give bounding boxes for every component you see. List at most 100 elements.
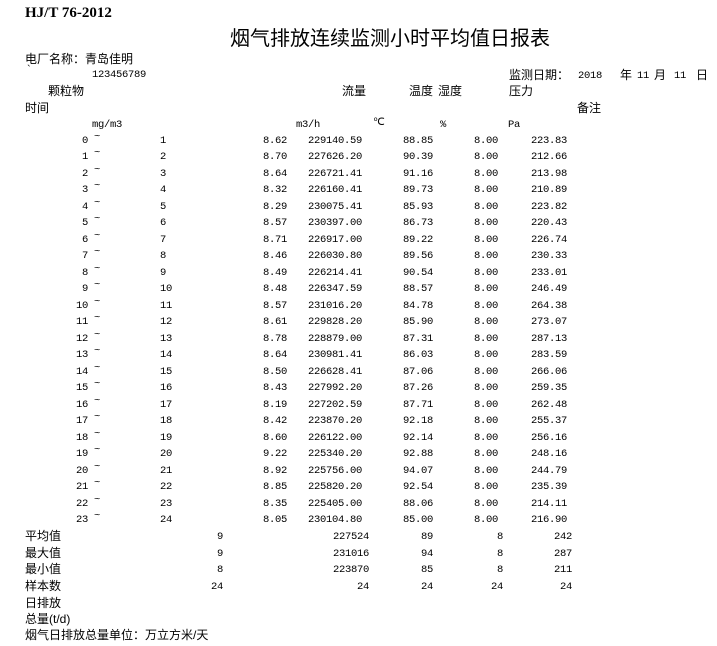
- tilde-separator: ~: [94, 427, 101, 440]
- pressure-value: 210.89: [530, 184, 567, 197]
- pressure-value: 264.38: [530, 299, 567, 312]
- tilde-separator: ~: [94, 180, 101, 193]
- start-hour: 19: [75, 448, 88, 461]
- humidity-value: 8.00: [473, 233, 498, 246]
- particulate-value: 8.62: [262, 135, 287, 147]
- start-hour: 8: [81, 266, 88, 279]
- end-hour: 23: [160, 497, 173, 510]
- particulate-value: 8.85: [262, 481, 287, 494]
- humidity-value: 8.00: [473, 448, 498, 461]
- end-hour: 3: [160, 167, 167, 180]
- pressure-value: 212.66: [530, 151, 567, 164]
- particulate-value: 8.19: [262, 398, 287, 411]
- date-label: 监测日期：: [509, 68, 570, 82]
- pressure-value: 235.39: [530, 481, 567, 494]
- humidity-value: 8.00: [473, 316, 498, 329]
- temp-summary: 24: [420, 580, 433, 593]
- pressure-value: 226.74: [530, 233, 567, 246]
- col-remark: 备注: [577, 101, 602, 115]
- flow-summary: 231016: [332, 547, 369, 560]
- plant-code: 123456789: [92, 69, 147, 81]
- end-hour: 4: [160, 184, 167, 197]
- col-particulate: 颗粒物: [48, 84, 85, 98]
- start-hour: 12: [75, 332, 88, 345]
- tilde-separator: ~: [94, 328, 101, 341]
- temp-value: 87.06: [402, 365, 433, 378]
- particulate-value: 8.57: [262, 217, 287, 230]
- flow-value: 227626.20: [307, 151, 362, 164]
- summary-label: 最大值: [25, 545, 62, 560]
- flow-value: 226214.41: [307, 266, 362, 279]
- end-hour: 13: [160, 332, 173, 345]
- flow-value: 227992.20: [307, 382, 362, 395]
- particulate-value: 8.32: [262, 184, 287, 197]
- flow-summary: 223870: [332, 564, 369, 576]
- flow-value: 223870.20: [307, 415, 362, 428]
- flow-value: 229828.20: [307, 316, 362, 329]
- particulate-value: 8.61: [262, 316, 287, 329]
- temp-value: 86.03: [402, 349, 433, 362]
- standard-code: HJ/T 76-2012: [25, 5, 112, 21]
- start-hour: 15: [75, 382, 88, 395]
- end-hour: 5: [160, 200, 167, 213]
- date-day: 11: [674, 70, 687, 82]
- temp-value: 89.56: [402, 250, 433, 263]
- flow-value: 230981.41: [307, 349, 362, 362]
- start-hour: 9: [81, 283, 88, 296]
- flow-value: 230397.00: [307, 217, 362, 230]
- humidity-value: 8.00: [473, 332, 498, 345]
- page-title: 烟气排放连续监测小时平均值日报表: [230, 28, 550, 50]
- start-hour: 7: [81, 250, 88, 263]
- particulate-value: 8.48: [262, 283, 287, 296]
- tilde-separator: ~: [94, 246, 101, 259]
- temp-value: 84.78: [402, 299, 433, 312]
- start-hour: 1: [81, 151, 88, 164]
- temp-value: 92.54: [402, 481, 433, 494]
- humidity-value: 8.00: [473, 299, 498, 312]
- unit-particulate: mg/m3: [92, 119, 123, 131]
- humidity-summary: 8: [496, 564, 503, 576]
- unit-flow: m3/h: [296, 119, 321, 131]
- start-hour: 16: [75, 398, 88, 411]
- total-label: 总量(t/d): [25, 612, 71, 626]
- end-hour: 20: [160, 448, 173, 461]
- start-hour: 13: [75, 349, 88, 362]
- humidity-value: 8.00: [473, 497, 498, 510]
- summary-label: 平均值: [25, 529, 62, 543]
- temp-value: 94.07: [402, 464, 433, 477]
- pressure-value: 246.49: [530, 283, 567, 296]
- particulate-value: 8.71: [262, 233, 287, 246]
- col-flow: 流量: [342, 84, 367, 98]
- tilde-separator: ~: [94, 361, 101, 374]
- humidity-value: 8.00: [473, 250, 498, 263]
- humidity-value: 8.00: [473, 200, 498, 213]
- flow-value: 225340.20: [307, 448, 362, 461]
- particulate-summary: 8: [216, 564, 223, 576]
- start-hour: 0: [81, 135, 88, 147]
- col-temp: 温度: [409, 84, 434, 98]
- summary-label: 最小值: [25, 562, 62, 576]
- humidity-value: 8.00: [473, 514, 498, 527]
- tilde-separator: ~: [94, 477, 101, 490]
- flow-value: 229140.59: [307, 135, 362, 147]
- start-hour: 6: [81, 233, 88, 246]
- tilde-separator: ~: [94, 131, 101, 143]
- humidity-value: 8.00: [473, 349, 498, 362]
- pressure-value: 256.16: [530, 431, 567, 444]
- temp-value: 87.31: [402, 332, 433, 345]
- particulate-value: 8.46: [262, 250, 287, 263]
- humidity-value: 8.00: [473, 431, 498, 444]
- particulate-value: 8.05: [262, 514, 287, 527]
- flow-summary: 24: [356, 580, 369, 593]
- start-hour: 17: [75, 415, 88, 428]
- particulate-value: 8.78: [262, 332, 287, 345]
- temp-value: 85.93: [402, 200, 433, 213]
- particulate-value: 8.29: [262, 200, 287, 213]
- start-hour: 4: [81, 200, 88, 213]
- pressure-value: 255.37: [530, 415, 567, 428]
- end-hour: 12: [160, 316, 173, 329]
- flow-value: 226122.00: [307, 431, 362, 444]
- temp-value: 92.18: [402, 415, 433, 428]
- humidity-value: 8.00: [473, 217, 498, 230]
